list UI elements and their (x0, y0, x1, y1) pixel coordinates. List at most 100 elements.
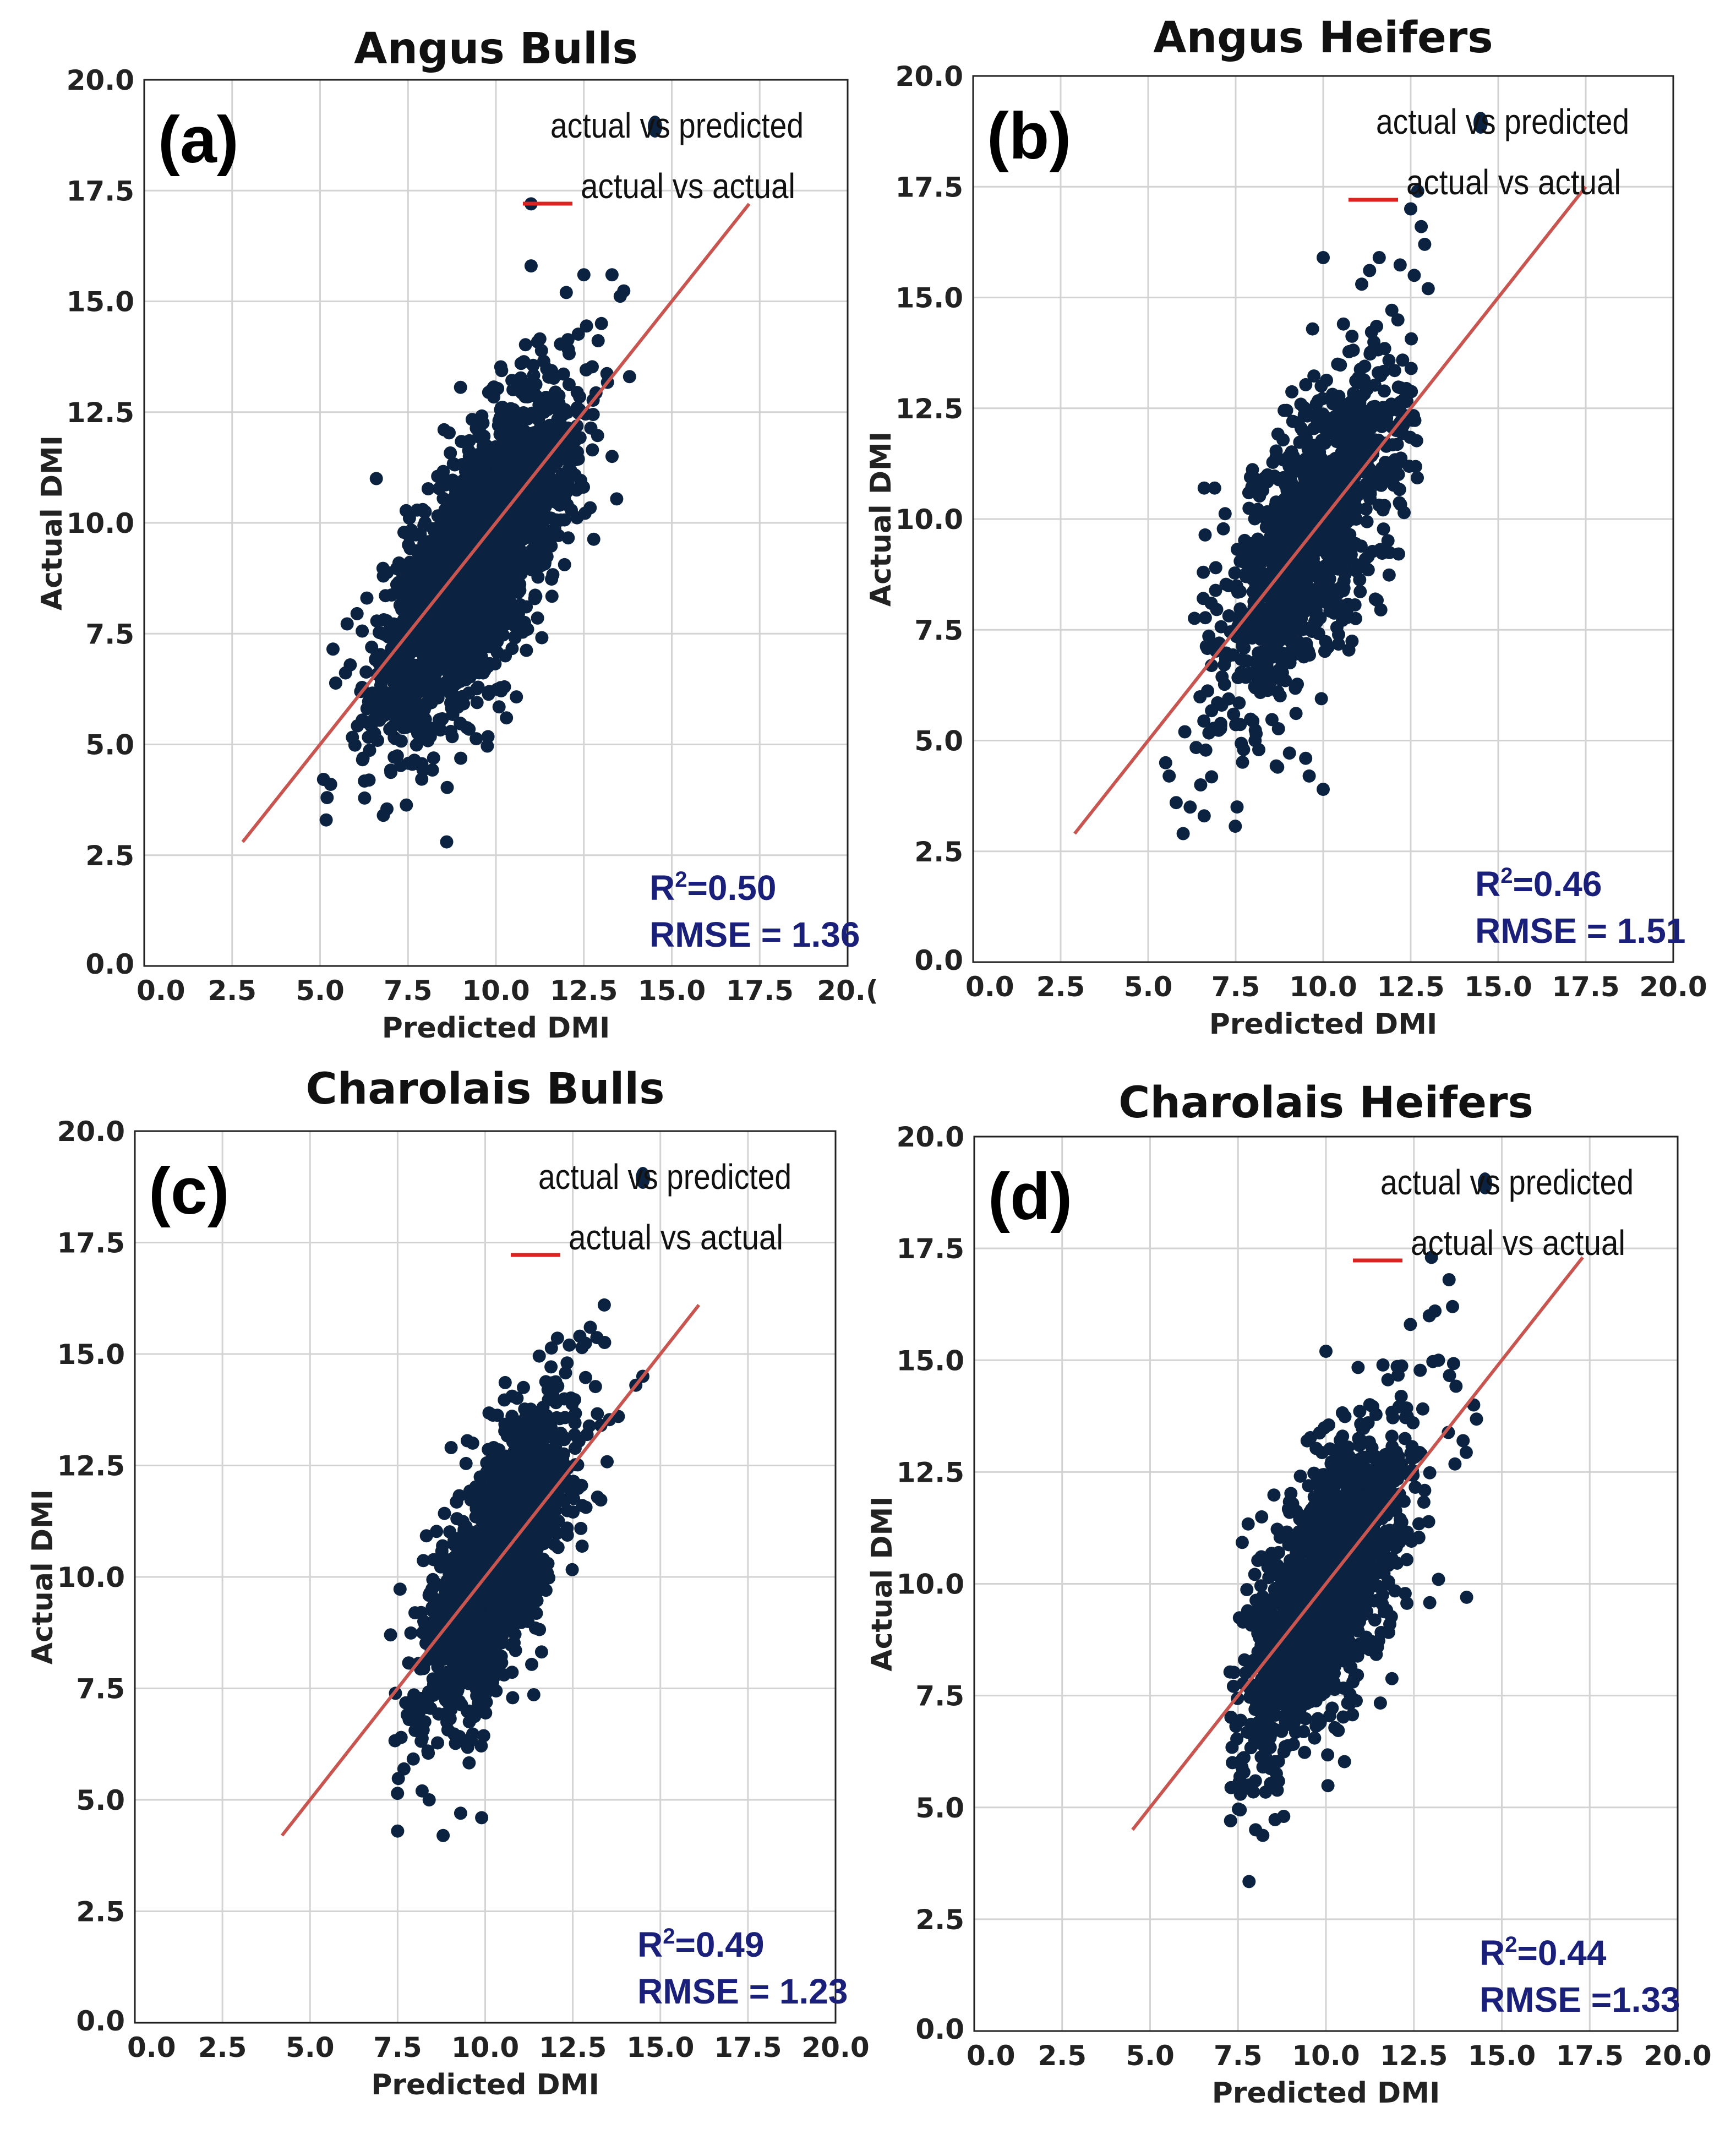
data-point (554, 409, 567, 422)
data-point (1270, 444, 1283, 457)
data-point (391, 687, 404, 701)
data-point (480, 1466, 493, 1479)
data-point (454, 675, 467, 688)
data-point (1336, 561, 1350, 575)
data-point (326, 642, 340, 656)
y-tick-label: 7.5 (85, 618, 134, 650)
data-point (423, 1588, 436, 1602)
data-point (460, 1520, 473, 1533)
data-point (516, 515, 529, 528)
x-tick-label: 2.5 (1036, 971, 1085, 1003)
data-point (1313, 579, 1326, 592)
x-tick-label: 17.5 (726, 975, 794, 1007)
y-tick-label: 5.0 (914, 725, 963, 757)
rmse: RMSE = 1.36 (649, 915, 860, 954)
data-point (528, 592, 542, 605)
data-point (1295, 612, 1308, 625)
data-point (400, 504, 413, 517)
data-point (1170, 796, 1183, 809)
data-point (1383, 569, 1396, 582)
data-point (359, 665, 373, 679)
data-point (1307, 369, 1320, 383)
data-point (405, 1626, 418, 1640)
data-point (392, 559, 406, 572)
data-point (368, 731, 381, 744)
data-point (460, 721, 473, 734)
data-point (554, 514, 567, 527)
data-point (370, 472, 383, 485)
data-point (440, 836, 454, 849)
data-point (1198, 809, 1211, 822)
data-point (535, 631, 548, 645)
data-point (561, 1504, 574, 1517)
data-point (1289, 507, 1302, 521)
data-point (1364, 487, 1377, 500)
data-point (410, 739, 423, 752)
chart-title: Angus Bulls (354, 24, 638, 74)
data-point (1384, 400, 1397, 413)
data-point (548, 492, 561, 505)
data-point (1355, 277, 1368, 291)
data-point (1345, 330, 1358, 343)
data-point (406, 758, 419, 771)
data-point (1331, 423, 1344, 436)
data-point (446, 730, 459, 743)
x-tick-label: 0.0 (965, 971, 1014, 1003)
data-point (461, 651, 474, 664)
data-point (1364, 346, 1377, 359)
data-point (400, 799, 413, 812)
data-point (1332, 390, 1345, 403)
data-point (563, 347, 576, 361)
data-point (1299, 752, 1312, 765)
y-tick-label: 17.5 (67, 175, 134, 207)
data-point (429, 629, 442, 642)
data-point (383, 723, 396, 736)
data-point (1342, 345, 1356, 358)
y-tick-label: 20.0 (896, 61, 963, 92)
x-tick-label: 17.5 (1552, 971, 1619, 1003)
r-squared: R2=0.50 (649, 867, 776, 908)
data-point (505, 1666, 518, 1679)
data-point (512, 607, 525, 620)
y-tick-label: 7.5 (76, 1673, 125, 1705)
data-point (553, 397, 566, 410)
data-point (541, 550, 554, 563)
y-tick-label: 10.0 (57, 1562, 125, 1593)
data-point (1233, 602, 1247, 615)
panel-b: Angus Heifers0.00.02.52.55.05.07.57.510.… (865, 13, 1707, 1041)
data-point (1354, 363, 1367, 376)
data-point (462, 1756, 476, 1770)
data-point (1394, 258, 1407, 271)
data-point (1306, 323, 1319, 336)
data-point (1286, 415, 1300, 428)
data-point (605, 450, 619, 463)
data-point (1361, 515, 1374, 528)
data-point (1290, 496, 1303, 510)
r-squared: R2=0.46 (1475, 864, 1602, 904)
data-point (1378, 499, 1391, 512)
data-point (403, 542, 417, 555)
panel-c: Charolais Bulls0.00.02.52.55.05.07.57.51… (26, 1064, 870, 2101)
y-tick-label: 7.5 (914, 614, 963, 646)
data-point (525, 494, 538, 507)
data-point (1295, 520, 1308, 533)
data-point (445, 1441, 458, 1454)
data-point (448, 525, 461, 538)
data-point (1254, 646, 1268, 659)
data-point (1337, 599, 1350, 613)
data-point (1231, 543, 1244, 556)
data-point (1375, 547, 1389, 560)
y-tick-label: 10.0 (67, 507, 134, 539)
data-point (541, 403, 554, 416)
data-point (417, 537, 430, 550)
data-point (358, 791, 371, 805)
data-point (1252, 743, 1265, 756)
data-point (1362, 550, 1375, 563)
data-point (1248, 472, 1262, 485)
data-point (504, 427, 517, 440)
data-point (441, 781, 454, 794)
data-point (1260, 614, 1273, 627)
data-point (568, 1393, 581, 1406)
panel-label: (b) (987, 99, 1071, 173)
data-point (1351, 502, 1364, 515)
